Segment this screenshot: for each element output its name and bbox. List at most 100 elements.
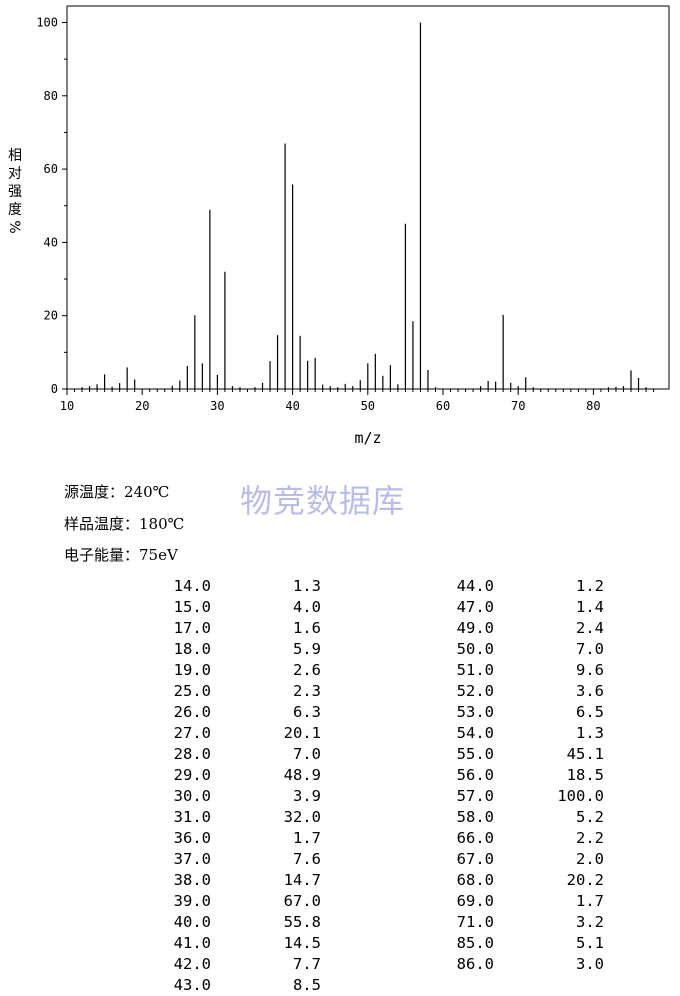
mz-value: 58.0 [456, 808, 494, 826]
intensity-value: 6.5 [576, 703, 604, 721]
plot-frame [66, 5, 670, 390]
y-tick-label: 40 [44, 235, 58, 249]
electron-energy: 电子能量：75eV [64, 546, 178, 564]
intensity-value: 3.2 [576, 913, 604, 931]
mz-value: 43.0 [173, 976, 211, 994]
mz-value: 85.0 [456, 934, 494, 952]
peak-table-row: 55.0 45.1 [447, 744, 604, 765]
peak-table-row: 69.0 1.7 [447, 891, 604, 912]
mz-value: 55.0 [456, 745, 494, 763]
intensity-value: 45.1 [566, 745, 604, 763]
intensity-value: 2.4 [576, 619, 604, 637]
peak-table-row: 38.0 14.7 [164, 870, 321, 891]
mz-value: 54.0 [456, 724, 494, 742]
mz-value: 52.0 [456, 682, 494, 700]
intensity-value: 2.6 [293, 661, 321, 679]
peak-table-row: 40.0 55.8 [164, 912, 321, 933]
peak-table-row: 71.0 3.2 [447, 912, 604, 933]
intensity-value: 8.5 [293, 976, 321, 994]
y-tick-label: 100 [36, 16, 58, 30]
peak-table-row: 43.0 8.5 [164, 975, 321, 996]
peak-table-row: 37.0 7.6 [164, 849, 321, 870]
intensity-value: 18.5 [566, 766, 604, 784]
intensity-value: 1.2 [576, 577, 604, 595]
intensity-value: 7.7 [293, 955, 321, 973]
intensity-value: 1.3 [293, 577, 321, 595]
peak-table-row: 51.0 9.6 [447, 660, 604, 681]
peak-table-row: 25.0 2.3 [164, 681, 321, 702]
mz-value: 47.0 [456, 598, 494, 616]
intensity-value: 2.0 [576, 850, 604, 868]
peak-table-row: 15.0 4.0 [164, 597, 321, 618]
peak-table-row: 85.0 5.1 [447, 933, 604, 954]
mz-value: 18.0 [173, 640, 211, 658]
mz-value: 53.0 [456, 703, 494, 721]
mz-value: 68.0 [456, 871, 494, 889]
intensity-value: 7.6 [293, 850, 321, 868]
y-axis-label-char: 相 [8, 148, 22, 164]
x-tick-label: 70 [511, 399, 525, 413]
peak-table-row: 66.0 2.2 [447, 828, 604, 849]
mz-value: 17.0 [173, 619, 211, 637]
intensity-value: 5.1 [576, 934, 604, 952]
intensity-value: 20.1 [283, 724, 321, 742]
mz-value: 57.0 [456, 787, 494, 805]
intensity-value: 1.6 [293, 619, 321, 637]
mz-value: 49.0 [456, 619, 494, 637]
peak-table-row: 17.0 1.6 [164, 618, 321, 639]
mz-value: 66.0 [456, 829, 494, 847]
mz-value: 51.0 [456, 661, 494, 679]
y-axis-label-char: 强 [8, 184, 22, 200]
mz-value: 25.0 [173, 682, 211, 700]
peak-table-row: 19.0 2.6 [164, 660, 321, 681]
x-tick-label: 30 [210, 399, 224, 413]
intensity-value: 9.6 [576, 661, 604, 679]
peak-table-row: 52.0 3.6 [447, 681, 604, 702]
mz-value: 41.0 [173, 934, 211, 952]
source-temperature: 源温度：240℃ [64, 483, 170, 501]
peak-table-row: 54.0 1.3 [447, 723, 604, 744]
x-tick-label: 40 [285, 399, 299, 413]
intensity-value: 20.2 [566, 871, 604, 889]
intensity-value: 67.0 [283, 892, 321, 910]
mz-value: 29.0 [173, 766, 211, 784]
mz-value: 37.0 [173, 850, 211, 868]
peak-table-row: 58.0 5.2 [447, 807, 604, 828]
sample-temperature: 样品温度：180℃ [64, 515, 185, 533]
y-axis-label-char: 度 [8, 202, 22, 218]
intensity-value: 5.9 [293, 640, 321, 658]
mz-value: 56.0 [456, 766, 494, 784]
intensity-value: 4.0 [293, 598, 321, 616]
peak-table-left: 14.0 1.3 15.0 4.0 17.0 1.6 18.0 5.9 19.0 2.6 25.0 2… [164, 576, 321, 996]
intensity-value: 14.7 [283, 871, 321, 889]
y-axis-label-char: 对 [8, 166, 22, 182]
peak-table-row: 31.0 32.0 [164, 807, 321, 828]
y-tick-label: 80 [44, 89, 58, 103]
x-tick-label: 60 [436, 399, 450, 413]
mz-value: 31.0 [173, 808, 211, 826]
intensity-value: 5.2 [576, 808, 604, 826]
x-tick-label: 80 [586, 399, 600, 413]
intensity-value: 7.0 [293, 745, 321, 763]
mz-value: 67.0 [456, 850, 494, 868]
intensity-value: 14.5 [283, 934, 321, 952]
mz-value: 40.0 [173, 913, 211, 931]
x-tick-label: 10 [60, 399, 74, 413]
mz-value: 19.0 [173, 661, 211, 679]
intensity-value: 32.0 [283, 808, 321, 826]
mz-value: 27.0 [173, 724, 211, 742]
mz-value: 38.0 [173, 871, 211, 889]
mz-value: 14.0 [173, 577, 211, 595]
peak-table-row: 49.0 2.4 [447, 618, 604, 639]
intensity-value: 48.9 [283, 766, 321, 784]
peak-table-row: 39.0 67.0 [164, 891, 321, 912]
intensity-value: 3.6 [576, 682, 604, 700]
intensity-value: 1.3 [576, 724, 604, 742]
mz-value: 42.0 [173, 955, 211, 973]
peak-table-row: 68.0 20.2 [447, 870, 604, 891]
mz-value: 26.0 [173, 703, 211, 721]
peak-table-row: 86.0 3.0 [447, 954, 604, 975]
mz-value: 86.0 [456, 955, 494, 973]
intensity-value: 6.3 [293, 703, 321, 721]
